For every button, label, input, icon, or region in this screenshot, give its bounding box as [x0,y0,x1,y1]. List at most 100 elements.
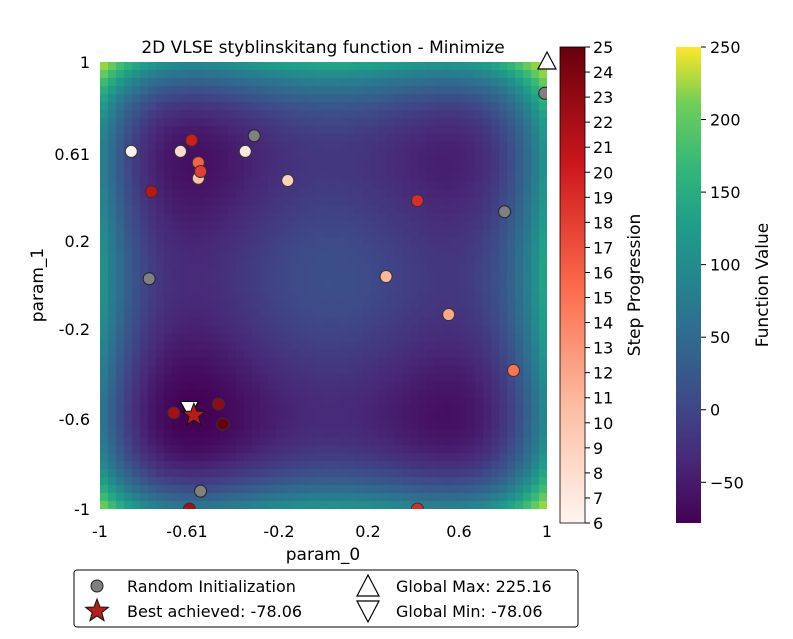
heatmap-cell [347,437,357,446]
heatmap-cell [323,397,333,406]
heatmap-cell [331,173,341,183]
heatmap-cell [259,301,269,311]
heatmap-cell [499,269,508,279]
heatmap-cell [219,437,229,446]
heatmap-cell [435,253,444,263]
heatmap-cell [427,245,436,255]
heatmap-cell [243,213,253,223]
heatmap-cell [411,421,420,430]
heatmap-cell [395,69,404,79]
heatmap-cell [139,381,149,390]
heatmap-cell [291,213,301,223]
heatmap-cell [395,501,404,509]
heatmap-cell [291,309,301,319]
heatmap-cell [275,493,285,502]
heatmap-cell [387,69,396,79]
heatmap-cell [331,125,341,135]
heatmap-cell [347,357,357,366]
heatmap-cell [347,413,357,422]
heatmap-cell [403,62,412,71]
heatmap-cell [147,237,157,247]
heatmap-cell [100,237,109,247]
heatmap-cell [299,85,309,95]
heatmap-cell [155,149,165,159]
heatmap-cell [291,62,301,71]
heatmap-cell [107,413,117,422]
heatmap-cell [339,301,349,311]
heatmap-cell [219,493,229,502]
heatmap-cell [211,333,221,342]
heatmap-cell [531,469,540,478]
random-init-point [142,272,156,286]
heatmap-cell [211,125,221,135]
heatmap-cell [147,453,157,462]
heatmap-cell [267,157,277,167]
heatmap-cell [531,109,540,119]
heatmap-cell [163,317,173,327]
heatmap-cell [467,325,476,334]
heatmap-cell [187,189,197,199]
heatmap-cell [139,429,149,438]
heatmap-cell [227,93,237,103]
heatmap-cell [515,437,524,446]
heatmap-cell [483,101,492,111]
heatmap-cell [235,181,245,191]
heatmap-cell [419,341,428,350]
heatmap-cell [339,229,349,239]
heatmap-cell [539,469,547,478]
heatmap-cell [227,413,237,422]
heatmap-cell [267,405,277,414]
heatmap-cell [115,453,125,462]
heatmap-cell [171,165,181,175]
heatmap-cell [147,405,157,414]
heatmap-cell [411,317,420,327]
heatmap-cell [531,93,540,103]
heatmap-cell [451,85,460,95]
heatmap-cell [251,485,261,494]
heatmap-cell [523,157,532,167]
heatmap-cell [347,261,357,271]
heatmap-cell [539,141,547,151]
heatmap-cell [203,69,213,79]
heatmap-cell [331,197,341,207]
heatmap-cell [499,309,508,319]
heatmap-cell [507,285,516,295]
heatmap-cell [219,189,229,199]
heatmap-cell [435,437,444,446]
heatmap-cell [107,349,117,358]
heatmap-cell [371,125,380,135]
heatmap-cell [187,165,197,175]
heatmap-cell [315,349,325,358]
heatmap-cell [451,309,460,319]
heatmap-cell [483,165,492,175]
heatmap-cell [363,301,372,311]
heatmap-cell [435,477,444,486]
heatmap-cell [323,437,333,446]
heatmap-cell [131,253,141,263]
heatmap-cell [531,125,540,135]
heatmap-cell [483,429,492,438]
function-colorbar-label: Function Value [753,223,773,347]
heatmap-cell [475,389,484,398]
heatmap-cell [475,109,484,119]
heatmap-cell [355,253,365,263]
heatmap-cell [411,62,420,71]
heatmap-cell [475,365,484,374]
heatmap-cell [195,405,205,414]
y-tick-label: -0.2 [59,320,90,339]
heatmap-cell [435,357,444,366]
heatmap-cell [539,269,547,279]
heatmap-cell [307,445,317,454]
heatmap-cell [395,293,404,303]
heatmap-cell [267,101,277,111]
heatmap-cell [403,397,412,406]
heatmap-cell [100,349,109,358]
heatmap-cell [387,445,396,454]
heatmap-cell [403,269,412,279]
heatmap-cell [291,421,301,430]
heatmap-cell [339,149,349,159]
heatmap-cell [203,381,213,390]
step-tick-label: 24 [593,63,613,82]
heatmap-cell [475,165,484,175]
heatmap-cell [131,493,141,502]
